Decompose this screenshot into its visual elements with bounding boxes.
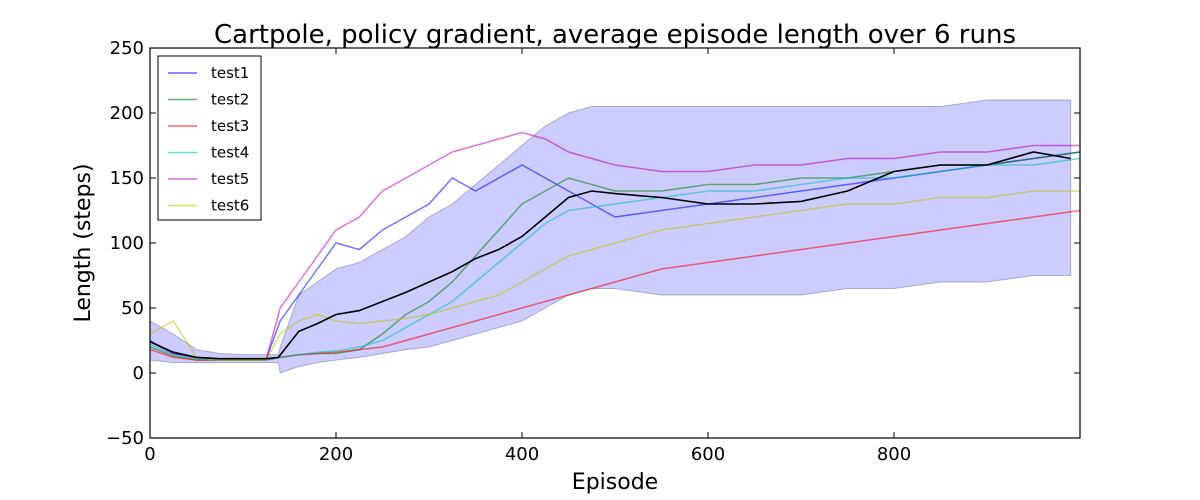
- legend-label-test2: test2: [211, 91, 249, 109]
- legend-label-test1: test1: [211, 64, 249, 82]
- legend-label-test6: test6: [211, 197, 249, 215]
- legend-label-test4: test4: [211, 144, 249, 162]
- x-axis-title: Episode: [572, 470, 658, 495]
- y-tick-label: 150: [110, 168, 144, 189]
- x-tick-label: 600: [691, 444, 725, 465]
- series-line-test6: [149, 190, 1080, 361]
- x-tick-label: 0: [144, 444, 155, 465]
- legend: test1 test2 test3 test4 test5 test6: [157, 55, 262, 221]
- mean-layer: [149, 151, 1071, 360]
- chart-title: Cartpole, policy gradient, average episo…: [214, 20, 1016, 50]
- x-tick-label: 200: [319, 444, 353, 465]
- y-tick-label: 0: [133, 363, 144, 384]
- x-tick-label: 400: [505, 444, 539, 465]
- x-tick-label: 800: [877, 444, 911, 465]
- y-axis-title: Length (steps): [71, 163, 96, 322]
- y-tick-label: 250: [110, 38, 144, 59]
- y-tick-label: 50: [121, 298, 144, 319]
- std-band-layer: [149, 99, 1072, 374]
- std-band: [149, 99, 1072, 374]
- mean-line: [149, 151, 1071, 360]
- y-tick-label: 100: [110, 233, 144, 254]
- y-tick-label: 200: [110, 103, 144, 124]
- legend-label-test5: test5: [211, 170, 249, 188]
- legend-label-test3: test3: [211, 117, 249, 135]
- legend-frame: [157, 55, 262, 221]
- y-tick-label: −50: [106, 428, 144, 449]
